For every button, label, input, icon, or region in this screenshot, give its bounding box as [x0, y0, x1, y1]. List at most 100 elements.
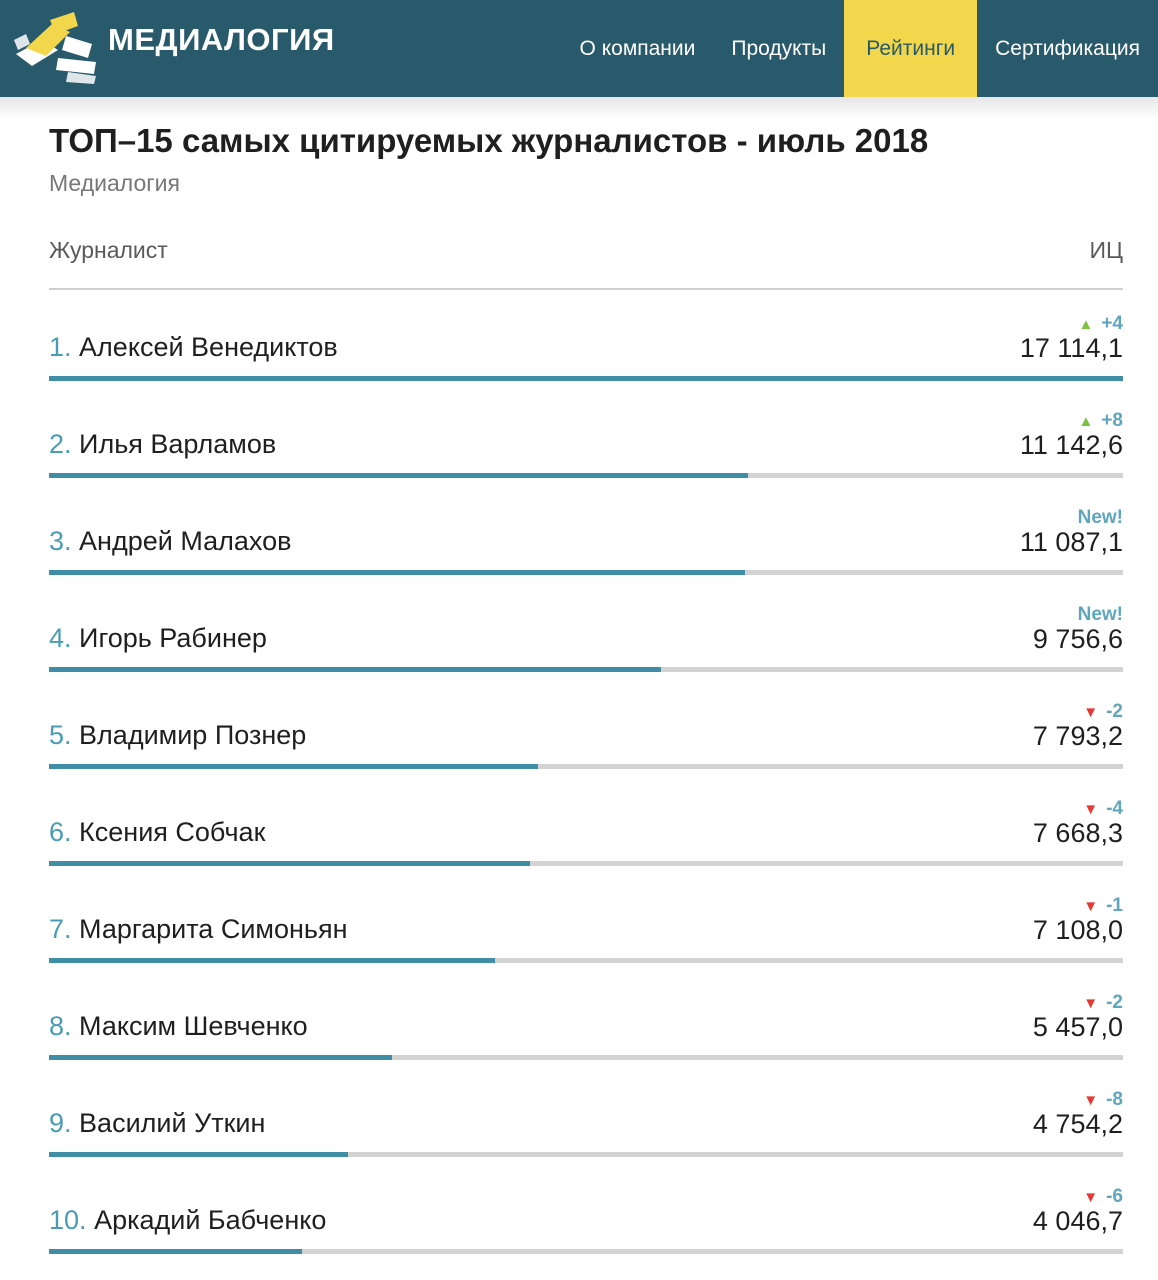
triangle-down-icon: ▼: [1083, 898, 1099, 915]
medialogia-logo-icon[interactable]: [12, 10, 104, 84]
rating-content: ТОП–15 самых цитируемых журналистов - ию…: [49, 122, 1123, 1278]
ranking-row[interactable]: 4. Игорь Рабинер New! 9 756,6: [49, 599, 1123, 696]
triangle-down-icon: ▼: [1083, 995, 1099, 1012]
journalist-name-text: Игорь Рабинер: [79, 623, 267, 653]
rank-change-value: -8: [1106, 1089, 1123, 1110]
rank-number: 6.: [49, 817, 72, 847]
journalist-name-text: Андрей Малахов: [79, 526, 292, 556]
rank-change-value: -2: [1106, 992, 1123, 1013]
menu-item-about[interactable]: О компании: [579, 36, 696, 60]
rank-change: ▲ +4: [1078, 313, 1123, 335]
rank-change: ▼ -6: [1083, 1186, 1123, 1208]
rank-change: ▼ -1: [1083, 895, 1123, 917]
journalist-name-text: Маргарита Симоньян: [79, 914, 348, 944]
rank-change: New!: [1078, 604, 1123, 626]
menu-item-ratings[interactable]: Рейтинги: [844, 0, 978, 97]
rank-change-value: -1: [1106, 895, 1123, 916]
index-bar-fill: [49, 376, 1123, 381]
ranking-row[interactable]: 3. Андрей Малахов New! 11 087,1: [49, 502, 1123, 599]
header-shadow: [0, 97, 1158, 119]
citation-index-value: 4 046,7: [1032, 1206, 1123, 1236]
table-header: Журналист ИЦ: [49, 237, 1123, 290]
index-bar-fill: [49, 1055, 392, 1060]
menu-item-certification[interactable]: Сертификация: [995, 36, 1140, 60]
rank-number: 10.: [49, 1205, 87, 1235]
journalist-name: 4. Игорь Рабинер: [49, 623, 267, 654]
rank-number: 9.: [49, 1108, 72, 1138]
rank-change: New!: [1078, 507, 1123, 529]
index-bar-track: [49, 570, 1123, 575]
journalist-name: 10. Аркадий Бабченко: [49, 1205, 326, 1236]
rank-number: 7.: [49, 914, 72, 944]
brand-name[interactable]: МЕДИАЛОГИЯ: [108, 22, 335, 57]
rank-change-value: +4: [1101, 313, 1123, 334]
rank-number: 5.: [49, 720, 72, 750]
journalist-name-text: Аркадий Бабченко: [94, 1205, 327, 1235]
citation-index-value: 11 142,6: [1019, 430, 1123, 460]
index-bar-fill: [49, 667, 662, 672]
main-menu: О компании Продукты Рейтинги Сертификаци…: [562, 0, 1158, 97]
journalist-name-text: Василий Уткин: [79, 1108, 266, 1138]
index-bar-track: [49, 1249, 1123, 1254]
index-bar-fill: [49, 1152, 348, 1157]
rank-change-value: New!: [1077, 604, 1123, 625]
rank-number: 8.: [49, 1011, 72, 1041]
rank-change: ▼ -8: [1083, 1089, 1123, 1111]
triangle-down-icon: ▼: [1083, 1092, 1099, 1109]
rank-change: ▲ +8: [1078, 410, 1123, 432]
triangle-up-icon: ▲: [1078, 316, 1094, 333]
rank-number: 4.: [49, 623, 72, 653]
journalist-name: 6. Ксения Собчак: [49, 817, 265, 848]
rank-number: 3.: [49, 526, 72, 556]
triangle-up-icon: ▲: [1078, 413, 1094, 430]
citation-index-value: 5 457,0: [1032, 1012, 1123, 1042]
rank-change-value: -4: [1106, 798, 1123, 819]
journalist-name: 7. Маргарита Симоньян: [49, 914, 348, 945]
rank-change-value: -6: [1106, 1186, 1123, 1207]
ranking-row[interactable]: 1. Алексей Венедиктов ▲ +4 17 114,1: [49, 308, 1123, 405]
index-bar-fill: [49, 958, 495, 963]
citation-index-value: 7 668,3: [1032, 818, 1123, 848]
top-navigation: МЕДИАЛОГИЯ О компании Продукты Рейтинги …: [0, 0, 1158, 97]
journalist-name: 9. Василий Уткин: [49, 1108, 265, 1139]
index-bar-fill: [49, 570, 745, 575]
column-index: ИЦ: [1089, 237, 1123, 263]
triangle-down-icon: ▼: [1083, 1189, 1099, 1206]
index-bar-track: [49, 473, 1123, 478]
index-bar-track: [49, 1152, 1123, 1157]
index-bar-fill: [49, 861, 531, 866]
citation-index-value: 17 114,1: [1019, 333, 1123, 363]
index-bar-track: [49, 376, 1123, 381]
ranking-row[interactable]: 2. Илья Варламов ▲ +8 11 142,6: [49, 405, 1123, 502]
index-bar-track: [49, 1055, 1123, 1060]
column-journalist: Журналист: [49, 237, 168, 263]
citation-index-value: 11 087,1: [1019, 527, 1123, 557]
journalist-name-text: Илья Варламов: [79, 429, 277, 459]
ranking-row[interactable]: 7. Маргарита Симоньян ▼ -1 7 108,0: [49, 890, 1123, 987]
index-bar-fill: [49, 764, 538, 769]
rank-change: ▼ -2: [1083, 992, 1123, 1014]
journalist-name-text: Максим Шевченко: [79, 1011, 308, 1041]
ranking-row[interactable]: 10. Аркадий Бабченко ▼ -6 4 046,7: [49, 1181, 1123, 1278]
ranking-row[interactable]: 9. Василий Уткин ▼ -8 4 754,2: [49, 1084, 1123, 1181]
index-bar-fill: [49, 1249, 303, 1254]
citation-index-value: 9 756,6: [1032, 624, 1123, 654]
menu-item-products[interactable]: Продукты: [731, 36, 827, 60]
ranking-list: 1. Алексей Венедиктов ▲ +4 17 114,1 2. Илья …: [49, 308, 1123, 1278]
index-bar-track: [49, 764, 1123, 769]
journalist-name: 8. Максим Шевченко: [49, 1011, 308, 1042]
journalist-name-text: Ксения Собчак: [79, 817, 266, 847]
index-bar-track: [49, 958, 1123, 963]
journalist-name: 3. Андрей Малахов: [49, 526, 291, 557]
triangle-down-icon: ▼: [1083, 801, 1099, 818]
ranking-row[interactable]: 6. Ксения Собчак ▼ -4 7 668,3: [49, 793, 1123, 890]
journalist-name: 1. Алексей Венедиктов: [49, 332, 338, 363]
ranking-row[interactable]: 5. Владимир Познер ▼ -2 7 793,2: [49, 696, 1123, 793]
rank-change: ▼ -4: [1083, 798, 1123, 820]
journalist-name-text: Владимир Познер: [79, 720, 307, 750]
rank-change-value: -2: [1106, 701, 1123, 722]
page-subtitle: Медиалогия: [49, 170, 180, 196]
rank-change-value: New!: [1077, 507, 1123, 528]
rank-number: 1.: [49, 332, 72, 362]
ranking-row[interactable]: 8. Максим Шевченко ▼ -2 5 457,0: [49, 987, 1123, 1084]
